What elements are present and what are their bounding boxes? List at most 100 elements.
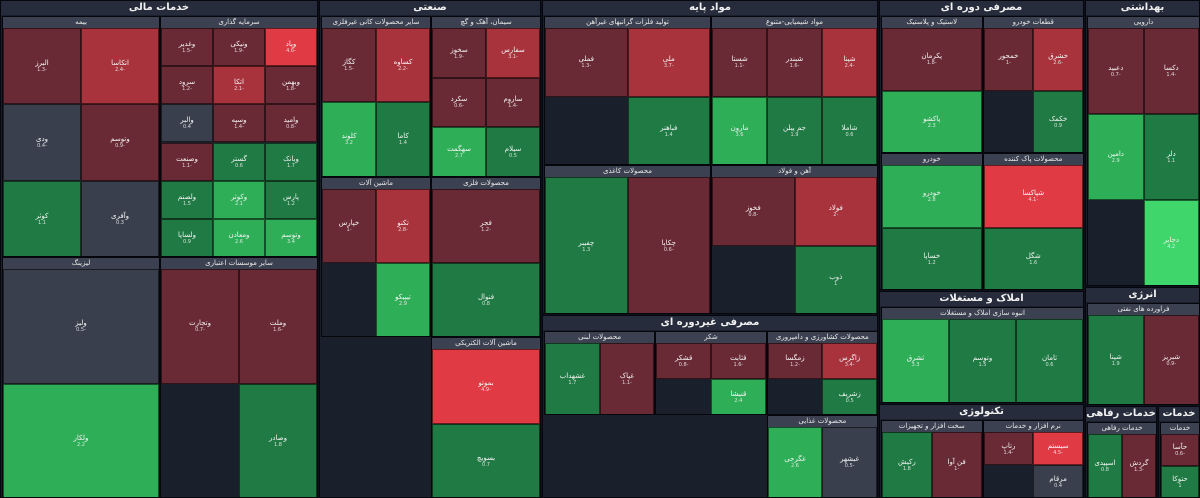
stock-tile[interactable]: بموتو -4.9 (432, 349, 540, 424)
stock-tile[interactable]: ومعادن 2.6 (213, 218, 265, 256)
stock-tile[interactable]: شپنا -2.4 (822, 28, 877, 97)
stock-tile[interactable]: ولصنم 1.5 (161, 180, 213, 219)
stock-tile[interactable]: فجر -1.2 (432, 188, 540, 263)
stock-tile[interactable]: البرز -1.3 (3, 28, 81, 105)
stock-tile[interactable]: دلر 1.1 (1143, 114, 1199, 200)
stock-tile[interactable]: رتاپ -1.4 (983, 432, 1034, 465)
stock-tile[interactable]: سرود -1.2 (161, 66, 213, 105)
stock-tile[interactable]: غگرجی 2.6 (767, 426, 823, 497)
stock-tile[interactable]: ودی -0.4 (3, 104, 81, 181)
stock-tile[interactable]: تیپیکو 2.9 (376, 262, 430, 337)
stock-tile[interactable]: وپاد -4.6 (265, 28, 317, 67)
stock-tile[interactable]: وامید -0.8 (265, 104, 317, 143)
stock-change: -1.3 (1134, 467, 1144, 473)
stock-tile[interactable]: ذوب 1 (794, 245, 877, 313)
stock-tile[interactable]: رکیش 1.8 (882, 432, 932, 497)
stock-tile[interactable]: بسویچ 0.7 (432, 423, 540, 497)
stock-tile[interactable]: خکمک 0.9 (1033, 90, 1083, 152)
stock-tile[interactable]: اسپیدی 0.8 (1088, 434, 1122, 497)
stock-tile[interactable]: وغدیر -1.5 (161, 28, 213, 67)
stock-tile[interactable]: قنیشا 2.4 (710, 378, 766, 414)
stock-tile[interactable]: وتوسم 3.4 (265, 218, 317, 256)
stock-tile[interactable]: ولکار 2.2 (3, 383, 159, 497)
stock-tile[interactable]: فن آوا -1 (931, 432, 982, 497)
stock-tile[interactable]: پکرمان -1.8 (882, 28, 982, 91)
stock-tile[interactable]: سخوز -1.9 (432, 28, 486, 78)
stock-tile[interactable]: اتکاسا -2.4 (81, 28, 159, 105)
stock-tile[interactable]: فخوز -0.8 (712, 177, 795, 246)
stock-tile[interactable]: زمگسا -1.2 (767, 343, 823, 379)
stock-tile[interactable]: وبهمن -1.8 (265, 66, 317, 105)
sector-5: انرژی فراورده های نفتی شبریز -0.9 شپنا 1.9 (1085, 287, 1200, 405)
stock-tile[interactable]: گردش -1.3 (1122, 434, 1156, 497)
stock-tile[interactable]: سیلام 0.5 (486, 127, 540, 176)
stock-tile[interactable]: وصادر 1.8 (239, 383, 317, 497)
stock-tile[interactable]: خپارس -1 (322, 188, 376, 263)
stock-tile[interactable]: وملت -1.6 (239, 269, 317, 384)
stock-tile[interactable]: شستا -1.1 (712, 28, 767, 97)
stock-tile[interactable]: قشکر -0.8 (656, 343, 711, 379)
stock-tile[interactable]: خشرق -2.6 (1033, 28, 1083, 91)
stock-tile[interactable]: چکاپا -0.6 (627, 177, 710, 313)
stock-tile[interactable]: غشهداب 1.7 (545, 343, 600, 414)
stock-tile[interactable]: دکسا -1.4 (1143, 28, 1199, 114)
stock-tile[interactable]: جم پیلن 1.9 (767, 96, 822, 164)
stock-tile[interactable]: کساوه -2.2 (376, 28, 430, 103)
stock-tile[interactable]: والبر 0.4 (161, 104, 213, 143)
stock-tile[interactable]: خمحور -1 (983, 28, 1034, 91)
stock-tile[interactable]: فباهنر 1.4 (627, 96, 710, 164)
stock-tile[interactable]: وکوثر 2.1 (213, 180, 265, 219)
stock-tile[interactable]: کلوند 3.2 (322, 102, 376, 176)
stock-tile[interactable]: سهگمت 2.7 (432, 127, 486, 176)
stock-tile[interactable]: کوثر 1.1 (3, 180, 81, 256)
stock-tile[interactable]: غپاک -1.1 (599, 343, 655, 414)
stock-tile[interactable]: گستر 0.6 (213, 142, 265, 181)
stock-tile[interactable]: خودرو 2.8 (882, 165, 982, 228)
stock-tile[interactable]: کاما 1.4 (376, 102, 430, 176)
stock-tile[interactable]: فملی -1.3 (545, 28, 628, 97)
stock-tile[interactable]: غبشهر -0.5 (822, 426, 877, 497)
stock-tile[interactable]: شپنا 1.9 (1088, 315, 1144, 404)
stock-tile[interactable]: ولیز -0.5 (3, 269, 159, 384)
stock-tile[interactable]: چفیبر 1.3 (545, 177, 628, 313)
stock-tile[interactable]: خساپا 1.2 (882, 227, 982, 289)
stock-tile[interactable]: دامین 2.9 (1088, 114, 1144, 200)
stock-tile[interactable]: اتکا -2.1 (213, 66, 265, 105)
stock-tile[interactable]: تکنو -2.8 (376, 188, 430, 263)
stock-tile[interactable]: وآفری 0.3 (81, 180, 159, 256)
stock-tile[interactable]: دعبید -0.7 (1088, 28, 1144, 114)
stock-tile[interactable]: شاملا 0.6 (822, 96, 877, 164)
stock-tile[interactable]: زاگرس -3.4 (822, 343, 877, 379)
stock-tile[interactable]: فولاد -2 (794, 177, 877, 246)
stock-tile[interactable]: شبریز -0.9 (1143, 315, 1199, 404)
stock-tile[interactable]: ولساپا 0.9 (161, 218, 213, 256)
stock-tile[interactable]: وتوسم 1.5 (949, 319, 1016, 402)
stock-tile[interactable]: سکرد -0.6 (432, 77, 486, 128)
stock-tile[interactable]: حتوکا 1 (1161, 466, 1199, 497)
stock-tile[interactable]: ثامان 0.6 (1016, 319, 1083, 402)
stock-tile[interactable]: سیستم -4.5 (1033, 432, 1083, 465)
stock-tile[interactable]: شگل 1.6 (983, 227, 1083, 289)
stock-tile[interactable]: زشریف 0.5 (822, 378, 877, 414)
stock-tile[interactable]: حآسا -0.6 (1161, 434, 1199, 466)
stock-tile[interactable]: وتجارت -0.7 (161, 269, 239, 384)
stock-tile[interactable]: شبندر -1.6 (767, 28, 822, 97)
stock-tile[interactable]: وتوسم -0.9 (81, 104, 159, 181)
stock-tile[interactable]: وبانک 1.7 (265, 142, 317, 181)
stock-tile[interactable]: قثابت -1.6 (710, 343, 766, 379)
stock-tile[interactable]: سفارس -3.1 (486, 28, 540, 78)
stock-tile[interactable]: مارون 3.6 (712, 96, 767, 164)
stock-tile[interactable]: ثشرق 3.3 (882, 319, 949, 402)
stock-tile[interactable]: ونیکی -1.9 (213, 28, 265, 67)
stock-tile[interactable]: مرقام 0.4 (1033, 465, 1083, 497)
stock-tile[interactable]: دجابر 4.2 (1143, 200, 1199, 285)
stock-tile[interactable]: ملی -3.7 (627, 28, 710, 97)
stock-tile[interactable]: پارس 1.2 (265, 180, 317, 219)
stock-tile[interactable]: وسپه -1.4 (213, 104, 265, 143)
stock-tile[interactable]: پاکشو 2.3 (882, 90, 982, 152)
stock-tile[interactable]: کگاز -1.5 (322, 28, 376, 103)
stock-tile[interactable]: فنوال 0.8 (432, 262, 540, 337)
stock-tile[interactable]: وصنعت -1.1 (161, 142, 213, 181)
stock-tile[interactable]: شپاکسا -4.1 (983, 165, 1083, 228)
stock-tile[interactable]: ساروم -1.4 (486, 77, 540, 128)
